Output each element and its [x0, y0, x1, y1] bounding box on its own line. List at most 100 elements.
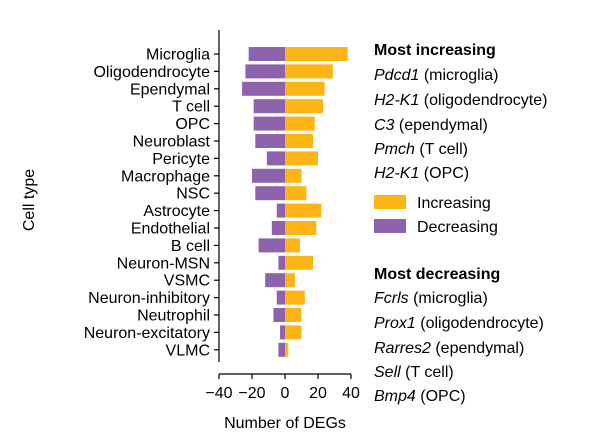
x-tick-label: 40 [342, 385, 360, 402]
category-label: Neutrophil [137, 308, 210, 325]
legend-label-decreasing: Decreasing [417, 219, 498, 236]
most-decreasing-title: Most decreasing [374, 266, 500, 283]
annotation-item: Fcrls (microglia) [374, 290, 488, 307]
legend: Increasing Decreasing [374, 195, 498, 236]
category-label: Macrophage [121, 168, 210, 185]
bar-decreasing-oligodendrocyte [245, 64, 285, 79]
gene-name: H2-K1 [374, 165, 419, 182]
category-label: NSC [176, 186, 210, 203]
gene-name: Rarres2 [374, 340, 431, 357]
x-tick-label: 0 [281, 385, 290, 402]
gene-cell: (ependymal) [394, 117, 487, 134]
annotation-item: C3 (ependymal) [374, 117, 488, 134]
bar-decreasing-vlmc [278, 342, 285, 357]
bar-decreasing-vsmc [265, 273, 285, 288]
bar-increasing-neuron-msn [285, 255, 314, 270]
gene-cell: (microglia) [409, 290, 488, 307]
bar-increasing-neutrophil [285, 308, 302, 322]
bar-decreasing-macrophage [252, 168, 285, 183]
bar-decreasing-pericyte [266, 151, 285, 166]
bars-layer [242, 47, 348, 357]
category-label: Microglia [146, 47, 210, 64]
bar-increasing-neuron-inhibitory [285, 290, 305, 305]
bar-decreasing-ependymal [242, 81, 285, 96]
gene-cell: (microglia) [419, 67, 498, 84]
annotation-item: H2-K1 (OPC) [374, 165, 469, 182]
legend-swatch-decreasing [374, 219, 406, 233]
bar-decreasing-microglia [248, 47, 285, 61]
gene-cell: (oligodendrocyte) [419, 92, 547, 109]
bar-decreasing-neuron-inhibitory [276, 290, 285, 305]
gene-name: Pmch [374, 141, 415, 158]
bar-increasing-opc [285, 116, 315, 131]
bar-increasing-ependymal [285, 81, 325, 96]
bar-decreasing-neutrophil [273, 308, 285, 322]
category-label: VLMC [166, 342, 210, 359]
gene-cell: (T cell) [415, 141, 468, 158]
bar-decreasing-t-cell [253, 99, 285, 114]
category-label: Pericyte [152, 151, 210, 168]
gene-name: H2-K1 [374, 92, 419, 109]
bar-decreasing-neuron-excitatory [280, 325, 285, 340]
most-decreasing-block: Most decreasing Fcrls (microglia) Prox1 … [374, 266, 544, 405]
gene-cell: (T cell) [401, 364, 454, 381]
x-ticks: −40 −20 0 20 40 [205, 374, 360, 402]
category-label: B cell [171, 238, 210, 255]
bar-increasing-vsmc [285, 273, 295, 288]
bar-increasing-oligodendrocyte [285, 64, 333, 79]
x-axis-label: Number of DEGs [224, 415, 346, 432]
gene-cell: (OPC) [419, 165, 469, 182]
legend-label-increasing: Increasing [417, 195, 491, 212]
bar-increasing-nsc [285, 186, 307, 201]
bar-increasing-t-cell [285, 99, 323, 114]
gene-name: Prox1 [374, 315, 416, 332]
gene-cell: (OPC) [416, 388, 466, 405]
gene-cell: (ependymal) [431, 340, 524, 357]
category-label: VSMC [164, 273, 210, 290]
most-increasing-block: Most increasing Pdcd1 (microglia) H2-K1 … [374, 42, 547, 182]
annotation-item: Bmp4 (OPC) [374, 388, 466, 405]
annotation-item: Prox1 (oligodendrocyte) [374, 315, 544, 332]
gene-name: Bmp4 [374, 388, 416, 405]
annotation-item: Sell (T cell) [374, 364, 454, 381]
x-tick-label: 20 [309, 385, 327, 402]
category-label: Neuron-MSN [117, 255, 210, 272]
annotation-item: Pmch (T cell) [374, 141, 468, 158]
x-tick-label: −20 [238, 385, 265, 402]
bar-increasing-pericyte [285, 151, 318, 166]
bar-increasing-macrophage [285, 168, 302, 183]
bar-decreasing-neuron-msn [278, 255, 285, 270]
annotation-item: H2-K1 (oligodendrocyte) [374, 92, 547, 109]
bar-increasing-endothelial [285, 221, 317, 235]
bar-increasing-vlmc [285, 342, 289, 357]
gene-name: Sell [374, 364, 401, 381]
annotation-item: Rarres2 (ependymal) [374, 340, 524, 357]
gene-cell: (oligodendrocyte) [416, 315, 544, 332]
most-increasing-title: Most increasing [374, 42, 496, 59]
bar-decreasing-astrocyte [276, 203, 285, 218]
y-axis-label: Cell type [21, 169, 38, 231]
gene-name: Pdcd1 [374, 67, 419, 84]
category-label: Endothelial [131, 221, 210, 238]
bar-increasing-microglia [285, 47, 348, 61]
category-label: OPC [175, 116, 210, 133]
bar-increasing-b-cell [285, 238, 300, 253]
bar-decreasing-endothelial [271, 221, 285, 235]
category-label: T cell [172, 99, 210, 116]
category-label: Oligodendrocyte [93, 64, 210, 81]
annotation-item: Pdcd1 (microglia) [374, 67, 499, 84]
x-tick-label: −40 [205, 385, 232, 402]
category-label: Neuroblast [133, 134, 211, 151]
bar-increasing-astrocyte [285, 203, 322, 218]
bar-increasing-neuroblast [285, 134, 314, 148]
category-label: Neuron-inhibitory [88, 290, 210, 307]
gene-name: C3 [374, 117, 395, 134]
bar-decreasing-opc [253, 116, 285, 131]
bar-decreasing-b-cell [258, 238, 285, 253]
bar-decreasing-nsc [255, 186, 285, 201]
bar-decreasing-neuroblast [255, 134, 285, 148]
category-label: Astrocyte [143, 203, 210, 220]
gene-name: Fcrls [374, 290, 409, 307]
